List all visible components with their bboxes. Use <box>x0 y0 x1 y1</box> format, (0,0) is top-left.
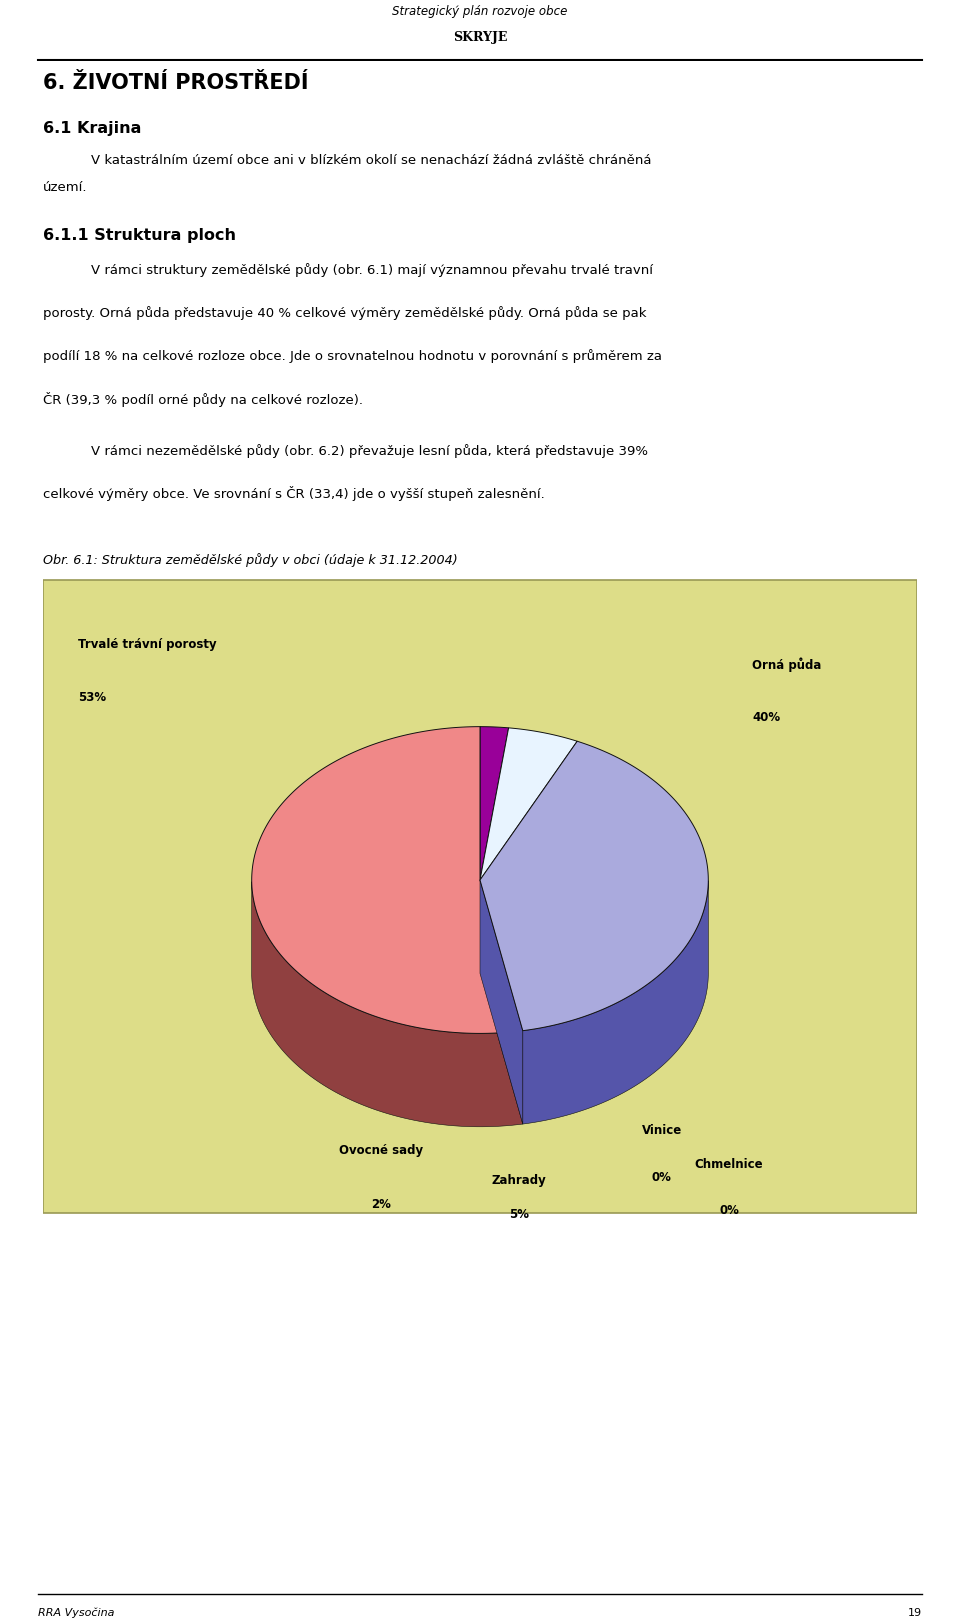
Polygon shape <box>523 881 708 1125</box>
Text: Zahrady: Zahrady <box>492 1173 546 1186</box>
FancyBboxPatch shape <box>43 581 917 1214</box>
Polygon shape <box>480 881 523 1125</box>
Text: SKRYJE: SKRYJE <box>453 31 507 44</box>
Text: podílí 18 % na celkové rozloze obce. Jde o srovnatelnou hodnotu v porovnání s pr: podílí 18 % na celkové rozloze obce. Jde… <box>43 349 662 362</box>
Polygon shape <box>480 727 509 881</box>
Text: Strategický plán rozvoje obce: Strategický plán rozvoje obce <box>393 5 567 18</box>
Polygon shape <box>252 727 523 1034</box>
Text: 6.1.1 Struktura ploch: 6.1.1 Struktura ploch <box>43 229 236 243</box>
Polygon shape <box>480 729 577 881</box>
Text: 2%: 2% <box>372 1198 392 1211</box>
Text: V katastrálním území obce ani v blízkém okolí se nenachází žádná zvláště chráněn: V katastrálním území obce ani v blízkém … <box>91 154 652 167</box>
Text: V rámci nezemědělské půdy (obr. 6.2) převažuje lesní půda, která představuje 39%: V rámci nezemědělské půdy (obr. 6.2) pře… <box>91 443 648 458</box>
Text: Obr. 6.1: Struktura zemědělské půdy v obci (údaje k 31.12.2004): Obr. 6.1: Struktura zemědělské půdy v ob… <box>43 553 458 566</box>
Text: 0%: 0% <box>719 1204 739 1217</box>
Text: 40%: 40% <box>753 711 780 724</box>
Polygon shape <box>480 881 523 1125</box>
Text: RRA Vysočina: RRA Vysočina <box>38 1607 115 1617</box>
Text: 53%: 53% <box>78 690 106 703</box>
Text: Trvalé trávní porosty: Trvalé trávní porosty <box>78 638 217 651</box>
Text: Vinice: Vinice <box>641 1123 682 1136</box>
Text: území.: území. <box>43 180 87 193</box>
Text: 6.1 Krajina: 6.1 Krajina <box>43 122 141 136</box>
Polygon shape <box>480 742 708 1031</box>
Text: 5%: 5% <box>509 1208 529 1220</box>
Text: Ovocné sady: Ovocné sady <box>339 1144 423 1157</box>
Text: Chmelnice: Chmelnice <box>695 1157 763 1170</box>
Text: 6. ŽIVOTNÍ PROSTŘEDÍ: 6. ŽIVOTNÍ PROSTŘEDÍ <box>43 73 309 93</box>
Text: 19: 19 <box>907 1607 922 1617</box>
Text: 0%: 0% <box>652 1170 672 1183</box>
Text: porosty. Orná půda představuje 40 % celkové výměry zemědělské půdy. Orná půda se: porosty. Orná půda představuje 40 % celk… <box>43 307 647 320</box>
Polygon shape <box>252 883 523 1126</box>
Text: ČR (39,3 % podíl orné půdy na celkové rozloze).: ČR (39,3 % podíl orné půdy na celkové ro… <box>43 391 363 406</box>
Text: V rámci struktury zemědělské půdy (obr. 6.1) mají významnou převahu trvalé travn: V rámci struktury zemědělské půdy (obr. … <box>91 263 653 278</box>
Text: celkové výměry obce. Ve srovnání s ČR (33,4) jde o vyšší stupeň zalesnění.: celkové výměry obce. Ve srovnání s ČR (3… <box>43 485 545 502</box>
Text: Orná půda: Orná půda <box>753 657 822 672</box>
